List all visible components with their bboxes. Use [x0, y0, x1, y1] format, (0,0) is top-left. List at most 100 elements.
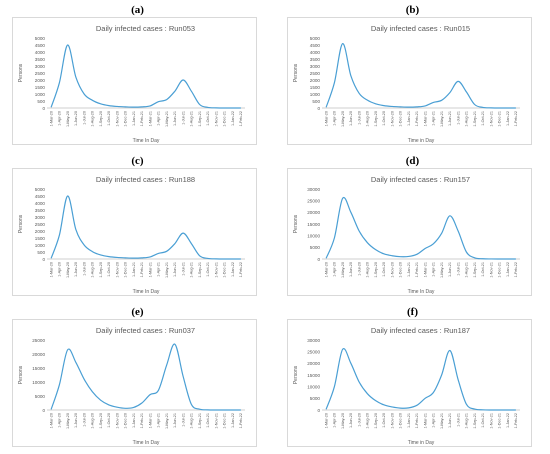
x-tick-label: 1-Jan-21: [407, 111, 411, 126]
y-tick-label: 30000: [307, 187, 320, 192]
x-tick-label: 1-Jul-20: [357, 262, 361, 276]
x-tick-label: 1-Jun-21: [448, 262, 452, 277]
x-tick-label: 1-Aug-21: [465, 413, 469, 429]
series-line: [325, 347, 516, 411]
x-tick-label: 1-Aug-21: [190, 413, 194, 429]
x-tick-label: 1-Oct-20: [382, 413, 386, 428]
x-tick-label: 1-Mar-21: [148, 413, 152, 428]
x-tick-label: 1-Mar-20: [324, 262, 328, 277]
data-point: [158, 253, 159, 254]
data-point: [474, 257, 475, 258]
x-tick-label: 1-Nov-20: [390, 413, 394, 429]
data-point: [359, 93, 360, 94]
y-tick-label: 3000: [35, 64, 46, 69]
x-tick-label: 1-Feb-22: [239, 262, 243, 277]
data-point: [392, 406, 393, 407]
data-point: [191, 91, 192, 92]
data-point: [375, 249, 376, 250]
data-point: [491, 409, 492, 410]
x-tick-label: 1-Mar-21: [423, 111, 427, 126]
data-point: [92, 100, 93, 101]
x-tick-label: 1-Oct-21: [481, 111, 485, 126]
x-tick-label: 1-Oct-20: [382, 111, 386, 126]
data-point: [174, 243, 175, 244]
data-point: [59, 82, 60, 83]
y-tick-label: 1000: [35, 243, 46, 248]
y-tick-label: 3000: [310, 64, 321, 69]
data-point: [166, 251, 167, 252]
x-tick-label: 1-Mar-20: [49, 262, 53, 277]
y-tick-label: 20000: [307, 361, 320, 366]
panel-label: (d): [405, 155, 420, 167]
x-tick-label: 1-Apr-20: [333, 262, 337, 277]
x-tick-label: 1-Feb-22: [514, 111, 518, 126]
x-tick-label: 1-Jan-21: [132, 413, 136, 428]
x-tick-label: 1-Apr-20: [333, 413, 337, 428]
data-point: [166, 99, 167, 100]
data-point: [51, 258, 52, 259]
x-tick-label: 1-Jan-22: [231, 111, 235, 126]
x-tick-label: 1-May-20: [341, 111, 345, 127]
x-tick-label: 1-Nov-21: [214, 413, 218, 429]
y-tick-label: 2500: [35, 71, 46, 76]
data-point: [84, 379, 85, 380]
data-point: [425, 398, 426, 399]
data-point: [141, 402, 142, 403]
x-tick-label: 1-Mar-20: [49, 111, 53, 126]
panel-label: (e): [131, 306, 144, 318]
data-point: [474, 104, 475, 105]
x-tick-label: 1-Oct-21: [481, 262, 485, 277]
x-tick-label: 1-Sep-20: [374, 413, 378, 429]
x-tick-label: 1-Dec-21: [498, 413, 502, 429]
x-tick-label: 1-Aug-20: [366, 413, 370, 429]
x-tick-label: 1-Sep-20: [374, 262, 378, 278]
data-point: [224, 409, 225, 410]
x-tick-label: 1-Dec-20: [399, 111, 403, 127]
x-tick-label: 1-Aug-21: [465, 111, 469, 127]
chart-area: Daily infected cases : Run187 0 5000 10000 1…: [287, 319, 532, 447]
x-tick-label: 1-Jun-20: [349, 413, 353, 428]
x-tick-label: 1-May-20: [66, 262, 70, 278]
data-point: [499, 409, 500, 410]
x-tick-label: 1-Apr-21: [157, 111, 161, 126]
data-point: [100, 103, 101, 104]
data-point: [75, 229, 76, 230]
y-tick-label: 4000: [35, 50, 46, 55]
data-point: [499, 107, 500, 108]
y-tick-label: 1500: [310, 85, 321, 90]
data-point: [499, 258, 500, 259]
x-tick-label: 1-Sep-21: [198, 413, 202, 429]
x-tick-label: 1-Apr-21: [432, 111, 436, 126]
chart-title: Daily infected cases : Run053: [96, 24, 195, 33]
data-point: [232, 409, 233, 410]
x-tick-label: 1-Nov-20: [115, 262, 119, 278]
data-point: [141, 257, 142, 258]
data-point: [199, 104, 200, 105]
chart-panel-e: (e) Daily infected cases : Run037 0 5000 10…: [0, 302, 275, 453]
data-point: [458, 81, 459, 82]
y-tick-label: 20000: [32, 352, 45, 357]
data-point: [117, 407, 118, 408]
data-point: [51, 107, 52, 108]
x-tick-label: 1-Dec-20: [124, 111, 128, 127]
data-point: [224, 258, 225, 259]
y-tick-label: 4000: [35, 201, 46, 206]
y-tick-label: 0: [42, 408, 45, 413]
data-point: [350, 363, 351, 364]
x-tick-label: 1-Mar-21: [423, 262, 427, 277]
x-tick-label: 1-Oct-21: [206, 413, 210, 428]
x-tick-label: 1-May-20: [66, 413, 70, 429]
series-line: [50, 343, 241, 411]
y-tick-label: 4500: [310, 43, 321, 48]
x-tick-label: 1-Apr-20: [58, 413, 62, 428]
y-tick-label: 500: [312, 99, 320, 104]
data-point: [515, 258, 516, 259]
y-tick-label: 500: [37, 99, 45, 104]
y-axis-label: Persons: [293, 214, 299, 233]
y-tick-label: 25000: [307, 349, 320, 354]
x-tick-label: 1-Jan-22: [506, 413, 510, 428]
x-tick-label: 1-Mar-21: [148, 111, 152, 126]
data-point: [342, 43, 343, 44]
x-tick-label: 1-Aug-20: [366, 262, 370, 278]
data-point: [92, 251, 93, 252]
